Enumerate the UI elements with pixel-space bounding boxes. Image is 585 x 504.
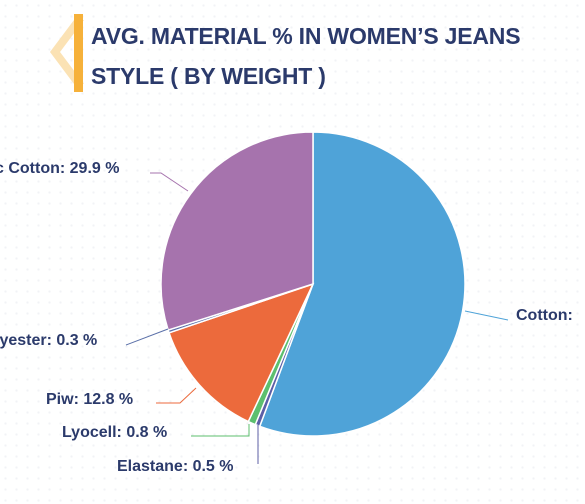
slice-label-elastane: Elastane: 0.5 % [117, 458, 234, 475]
pie-slice-organic-cotton [160, 131, 314, 332]
pie-slice-cotton [258, 131, 466, 437]
chart-title: AVG. MATERIAL % IN WOMEN’S JEANS STYLE (… [91, 23, 521, 89]
slice-label-cotton: Cotton: [516, 307, 573, 324]
slice-label-piw: Piw: 12.8 % [46, 391, 133, 408]
slice-label-organic-cotton: c Cotton: 29.9 % [0, 160, 119, 177]
leader-line-lyocell [191, 424, 250, 437]
slice-label-polyester: lyester: 0.3 % [0, 332, 97, 349]
leader-line-piw [156, 387, 197, 404]
leader-line-polyester [125, 328, 169, 346]
chevron-icon [50, 14, 84, 92]
pie-slice-piw [168, 282, 315, 423]
leader-line-organic-cotton [150, 172, 189, 192]
leader-line-cotton [464, 310, 509, 321]
slice-label-lyocell: Lyocell: 0.8 % [62, 424, 167, 441]
